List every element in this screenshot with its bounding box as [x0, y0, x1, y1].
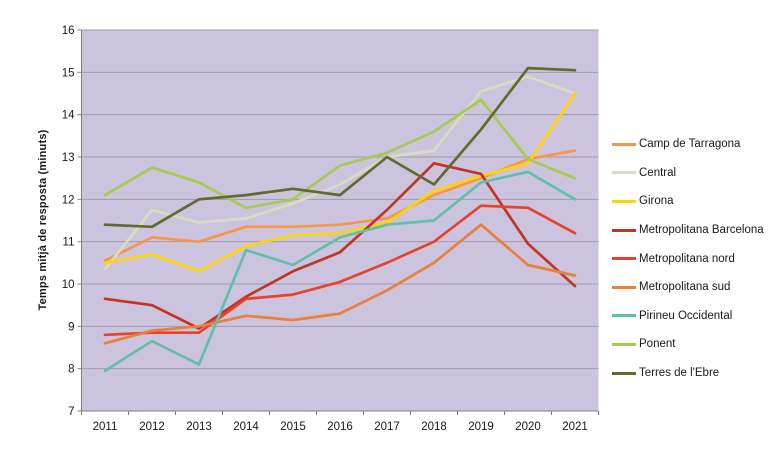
series-line-3 — [103, 161, 577, 330]
series-line-1 — [103, 75, 577, 271]
y-tick-label: 12 — [62, 194, 75, 206]
legend-swatch-icon — [612, 171, 636, 175]
x-tick-label: 2012 — [139, 421, 165, 433]
legend-label: Pirineu Occidental — [639, 309, 733, 322]
y-tick-label: 14 — [62, 110, 75, 122]
x-tick-label: 2019 — [468, 421, 494, 433]
legend-swatch-icon — [612, 285, 636, 289]
x-tick-label: 2013 — [186, 421, 212, 433]
legend-swatch-icon — [612, 371, 636, 375]
y-tick-label: 9 — [68, 321, 74, 333]
legend-swatch-icon — [612, 342, 636, 346]
y-tick-label: 15 — [62, 67, 75, 79]
series-line-6 — [103, 170, 577, 373]
legend-item-1: Central — [612, 165, 764, 182]
legend-label: Camp de Tarragona — [639, 138, 741, 151]
x-tick-label: 2017 — [374, 421, 400, 433]
legend-swatch-icon — [612, 257, 636, 261]
legend-swatch-icon — [612, 314, 636, 318]
legend-label: Metropolitana nord — [639, 252, 735, 265]
x-tick-label: 2018 — [421, 421, 447, 433]
series-line-5 — [103, 223, 577, 345]
legend-label: Terres de l'Ebre — [639, 367, 720, 380]
series-line-2 — [103, 92, 577, 273]
y-tick-label: 10 — [62, 279, 75, 291]
y-tick-label: 7 — [68, 406, 74, 418]
legend-item-8: Terres de l'Ebre — [612, 365, 764, 382]
y-tick-label: 8 — [68, 364, 74, 376]
legend-item-2: Girona — [612, 193, 764, 210]
x-tick-label: 2011 — [93, 421, 118, 433]
legend-item-4: Metropolitana nord — [612, 250, 764, 267]
y-tick-label: 16 — [62, 25, 75, 37]
series-line-8 — [103, 66, 577, 229]
legend-item-5: Metropolitana sud — [612, 279, 764, 296]
chart-legend: Camp de Tarragona Central Girona Metropolit… — [612, 136, 764, 393]
legend-label: Girona — [639, 195, 674, 208]
x-tick-label: 2015 — [280, 421, 306, 433]
legend-label: Metropolitana sud — [639, 281, 731, 294]
y-tick-label: 13 — [62, 152, 75, 164]
plot-background — [81, 30, 599, 411]
x-tick-label: 2016 — [327, 421, 353, 433]
legend-swatch-icon — [612, 199, 636, 203]
legend-item-0: Camp de Tarragona — [612, 136, 764, 153]
legend-label: Central — [639, 166, 677, 179]
legend-item-7: Ponent — [612, 336, 764, 353]
x-tick-label: 2014 — [233, 421, 259, 433]
series-line-4 — [103, 204, 577, 337]
legend-item-6: Pirineu Occidental — [612, 308, 764, 325]
legend-swatch-icon — [612, 142, 636, 146]
series-line-7 — [103, 98, 577, 210]
legend-swatch-icon — [612, 228, 636, 232]
x-tick-label: 2020 — [515, 421, 541, 433]
legend-label: Metropolitana Barcelona — [639, 224, 764, 237]
legend-label: Ponent — [639, 338, 676, 351]
x-tick-label: 2021 — [562, 421, 588, 433]
y-axis-title: Temps mitjà de resposta (minuts) — [37, 129, 49, 311]
legend-item-3: Metropolitana Barcelona — [612, 222, 764, 239]
y-tick-label: 11 — [63, 237, 75, 249]
